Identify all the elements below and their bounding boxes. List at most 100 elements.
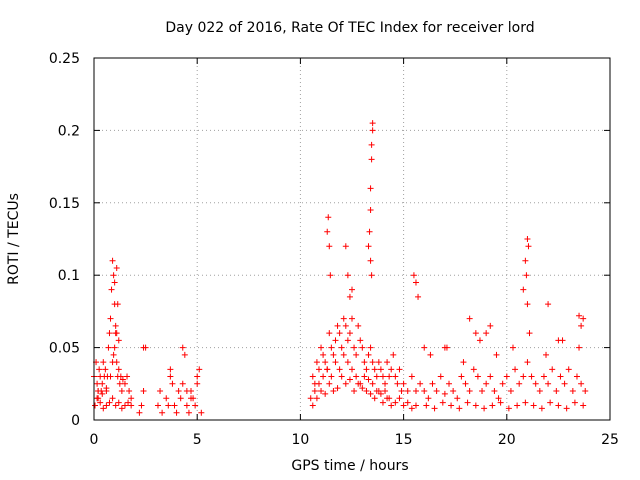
data-point [106,399,113,406]
data-point [388,366,395,373]
data-point [318,388,325,395]
data-point [525,243,532,250]
data-point [115,337,122,344]
data-point [99,390,106,397]
data-point [111,279,118,286]
data-point [115,366,122,373]
data-point [512,366,519,373]
data-point [194,380,201,387]
data-point [322,359,329,366]
data-point [353,351,360,358]
data-point [181,351,188,358]
data-point [404,399,411,406]
data-point [400,402,407,409]
data-point [580,402,587,409]
data-point [167,366,174,373]
data-point [353,373,360,380]
data-point [179,380,186,387]
data-point [110,351,117,358]
data-point [140,388,147,395]
data-point [421,388,428,395]
data-point [344,272,351,279]
data-point [545,380,552,387]
data-point [357,337,364,344]
data-point [324,228,331,235]
plot-frame [93,57,611,421]
data-point [524,301,531,308]
data-point [332,337,339,344]
data-point [547,399,554,406]
data-point [429,380,436,387]
data-point [412,388,419,395]
data-point [543,351,550,358]
data-point [367,185,374,192]
data-point [379,373,386,380]
data-point [578,380,585,387]
chart-title: Day 022 of 2016, Rate Of TEC Index for r… [165,20,534,36]
data-point [107,373,114,380]
data-point [412,402,419,409]
data-point [549,366,556,373]
data-point [95,388,102,395]
data-point [167,373,174,380]
data-point [365,376,372,383]
data-point [503,373,510,380]
data-point [460,359,467,366]
data-point [466,388,473,395]
data-point [320,351,327,358]
data-point [441,344,448,351]
data-point [410,272,417,279]
data-point [109,359,116,366]
data-point [112,402,119,409]
data-point [386,373,393,380]
data-point [357,380,364,387]
data-point [400,380,407,387]
data-point [555,402,562,409]
data-point [102,366,109,373]
data-point [95,395,102,402]
data-point [369,120,376,127]
data-points [91,120,589,416]
data-point [371,366,378,373]
data-point [538,405,545,412]
data-point [528,373,535,380]
y-tick-label: 0.1 [58,268,80,284]
data-point [369,127,376,134]
data-point [491,388,498,395]
data-point [328,373,335,380]
data-point [173,409,180,416]
data-point [324,366,331,373]
data-point [359,385,366,392]
data-point [338,373,345,380]
data-point [446,380,453,387]
y-tick-labels: 0 0.05 0.1 0.15 0.2 0.25 [49,51,80,429]
data-point [427,351,434,358]
data-point [466,315,473,322]
data-point [322,390,329,397]
data-point [346,330,353,337]
data-point [99,380,106,387]
y-tick-label: 0.15 [49,196,80,212]
data-point [530,402,537,409]
data-point [563,405,570,412]
data-point [532,380,539,387]
data-point [367,390,374,397]
data-point [121,380,128,387]
x-tick-label: 5 [193,432,202,448]
data-point [342,380,349,387]
data-point [417,380,424,387]
data-point [464,399,471,406]
data-point [520,286,527,293]
data-point [415,293,422,300]
data-point [136,409,143,416]
data-point [524,359,531,366]
data-point [481,405,488,412]
data-point [441,390,448,397]
data-point [349,286,355,293]
data-point [472,402,479,409]
data-point [338,344,345,351]
y-tick-label: 0.05 [49,341,80,357]
data-point [408,405,415,412]
data-point [96,366,103,373]
data-point [97,399,104,406]
